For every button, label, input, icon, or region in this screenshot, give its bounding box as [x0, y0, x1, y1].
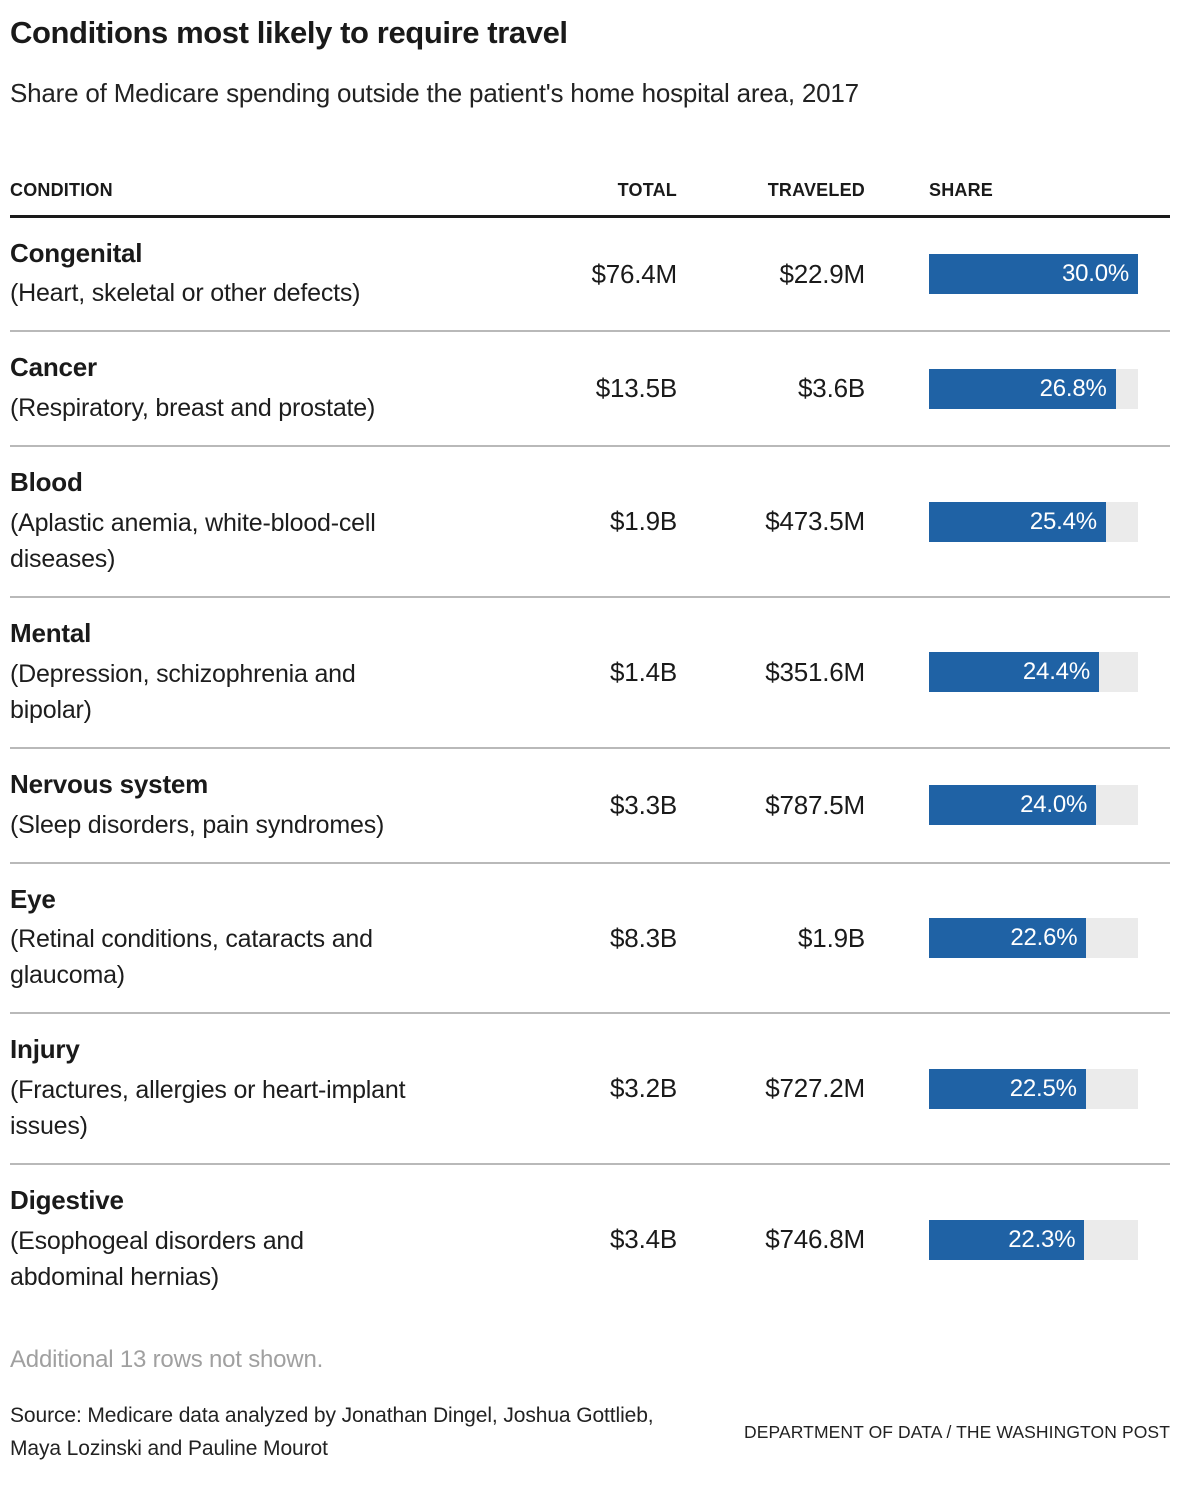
condition-description: (Esophogeal disorders and abdominal hern…	[10, 1227, 304, 1292]
chart-page: Conditions most likely to require travel…	[0, 14, 1180, 1465]
share-bar-label: 24.0%	[1020, 791, 1088, 819]
share-bar-label: 25.4%	[1029, 507, 1097, 535]
condition-name: Nervous system	[10, 768, 209, 799]
total-value: $76.4M	[591, 258, 677, 289]
rows-not-shown-note: Additional 13 rows not shown.	[10, 1346, 324, 1374]
condition-description: (Respiratory, breast and prostate)	[10, 394, 376, 423]
condition-name: Congenital	[10, 237, 143, 268]
share-bar-label: 22.3%	[1008, 1225, 1076, 1253]
share-bar-fill: 24.0%	[929, 785, 1097, 826]
share-bar-track: 22.6%	[929, 918, 1138, 959]
total-value: $3.2B	[610, 1073, 677, 1104]
share-bar-track: 26.8%	[929, 368, 1138, 409]
table-row: Cancer (Respiratory, breast and prostate…	[10, 332, 1170, 448]
total-value: $3.4B	[610, 1224, 677, 1255]
condition-cell: Blood (Aplastic anemia, white-blood-cell…	[10, 466, 510, 577]
page-subtitle: Share of Medicare spending outside the p…	[10, 78, 859, 109]
condition-description: (Retinal conditions, cataracts and glauc…	[10, 925, 373, 990]
share-bar-label: 22.6%	[1010, 924, 1078, 952]
share-bar-track: 30.0%	[929, 254, 1138, 295]
condition-description: (Sleep disorders, pain syndromes)	[10, 810, 385, 839]
total-value: $1.4B	[610, 656, 677, 687]
share-bar-track: 25.4%	[929, 501, 1138, 542]
footer: Source: Medicare data analyzed by Jonath…	[10, 1400, 1170, 1465]
table-body: Congenital (Heart, skeletal or other def…	[10, 218, 1170, 1314]
share-bar-track: 24.4%	[929, 652, 1138, 693]
total-value: $13.5B	[595, 373, 677, 404]
traveled-value: $3.6B	[798, 373, 865, 404]
table-row: Mental (Depression, schizophrenia and bi…	[10, 598, 1170, 749]
condition-name: Eye	[10, 883, 56, 914]
total-value: $8.3B	[610, 922, 677, 953]
condition-name: Digestive	[10, 1185, 124, 1216]
condition-cell: Nervous system (Sleep disorders, pain sy…	[10, 768, 510, 843]
condition-cell: Mental (Depression, schizophrenia and bi…	[10, 617, 510, 728]
page-title: Conditions most likely to require travel	[10, 15, 568, 50]
share-bar-track: 22.3%	[929, 1219, 1138, 1260]
table-row: Congenital (Heart, skeletal or other def…	[10, 218, 1170, 333]
table-row: Eye (Retinal conditions, cataracts and g…	[10, 864, 1170, 1015]
condition-name: Blood	[10, 467, 83, 498]
share-bar-track: 24.0%	[929, 785, 1138, 826]
share-bar-fill: 25.4%	[929, 501, 1106, 542]
condition-name: Cancer	[10, 352, 97, 383]
share-bar-fill: 30.0%	[929, 254, 1138, 295]
condition-name: Injury	[10, 1034, 80, 1065]
table-header-row: CONDITION TOTAL TRAVELED SHARE	[10, 180, 1170, 218]
total-value: $1.9B	[610, 506, 677, 537]
table-row: Nervous system (Sleep disorders, pain sy…	[10, 749, 1170, 864]
traveled-value: $351.6M	[765, 656, 865, 687]
condition-cell: Congenital (Heart, skeletal or other def…	[10, 237, 510, 312]
condition-description: (Heart, skeletal or other defects)	[10, 279, 361, 308]
source-note: Source: Medicare data analyzed by Jonath…	[10, 1404, 654, 1460]
share-bar-label: 22.5%	[1009, 1074, 1077, 1102]
traveled-value: $22.9M	[779, 258, 865, 289]
credit-line: DEPARTMENT OF DATA / THE WASHINGTON POST	[744, 1422, 1170, 1443]
share-bar-label: 30.0%	[1061, 260, 1129, 288]
share-bar-fill: 22.5%	[929, 1068, 1086, 1109]
condition-cell: Digestive (Esophogeal disorders and abdo…	[10, 1184, 510, 1295]
share-bar-fill: 24.4%	[929, 652, 1099, 693]
column-header-share: SHARE	[929, 179, 994, 200]
traveled-value: $727.2M	[765, 1073, 865, 1104]
share-bar-label: 26.8%	[1039, 374, 1107, 402]
traveled-value: $787.5M	[765, 789, 865, 820]
column-header-total: TOTAL	[617, 179, 677, 200]
share-bar-fill: 22.6%	[929, 918, 1087, 959]
traveled-value: $1.9B	[798, 922, 865, 953]
condition-description: (Depression, schizophrenia and bipolar)	[10, 659, 356, 724]
condition-description: (Fractures, allergies or heart-implant i…	[10, 1076, 406, 1141]
condition-name: Mental	[10, 618, 92, 649]
share-bar-track: 22.5%	[929, 1068, 1138, 1109]
traveled-value: $473.5M	[765, 506, 865, 537]
share-bar-fill: 22.3%	[929, 1219, 1085, 1260]
share-bar-label: 24.4%	[1022, 658, 1090, 686]
total-value: $3.3B	[610, 789, 677, 820]
column-header-traveled: TRAVELED	[767, 179, 865, 200]
condition-cell: Injury (Fractures, allergies or heart-im…	[10, 1033, 510, 1144]
traveled-value: $746.8M	[765, 1224, 865, 1255]
condition-cell: Eye (Retinal conditions, cataracts and g…	[10, 883, 510, 994]
table-row: Injury (Fractures, allergies or heart-im…	[10, 1014, 1170, 1166]
condition-description: (Aplastic anemia, white-blood-cell disea…	[10, 509, 376, 574]
column-header-condition: CONDITION	[10, 179, 113, 200]
table-row: Digestive (Esophogeal disorders and abdo…	[10, 1165, 1170, 1314]
share-bar-fill: 26.8%	[929, 368, 1116, 409]
table-row: Blood (Aplastic anemia, white-blood-cell…	[10, 447, 1170, 599]
condition-cell: Cancer (Respiratory, breast and prostate…	[10, 351, 510, 426]
